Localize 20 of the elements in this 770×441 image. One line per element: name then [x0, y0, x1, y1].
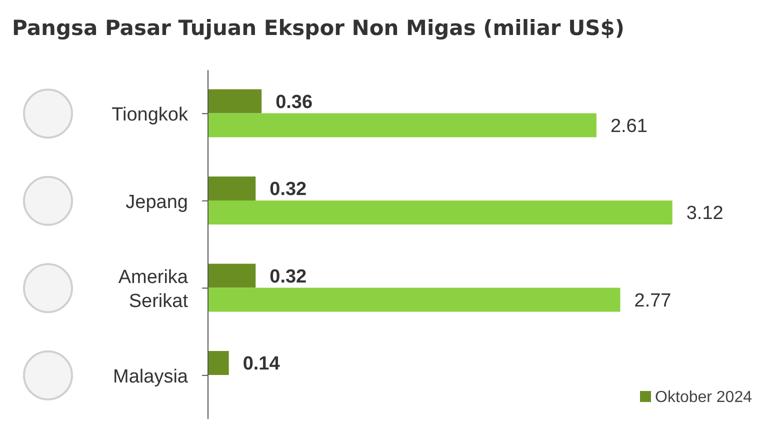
data-label: 0.32 — [270, 266, 307, 288]
data-label: 0.32 — [270, 179, 307, 200]
legend-label: Oktober 2024 — [654, 389, 752, 406]
bar — [208, 89, 262, 114]
data-label: 0.14 — [242, 354, 280, 375]
data-label: 0.36 — [276, 92, 313, 113]
y-tick-label: Amerika Serikat — [118, 267, 189, 312]
data-label: 2.77 — [634, 290, 672, 312]
bar — [208, 350, 229, 375]
chart-title: Pangsa Pasar Tujuan Ekspor Non Migas (miliar US$) — [11, 15, 626, 42]
bar — [208, 113, 596, 138]
bar — [208, 264, 256, 288]
bar — [208, 200, 672, 224]
y-tick-label: Malaysia — [113, 366, 188, 388]
y-tick-label: Tiongkok — [112, 104, 188, 126]
bar — [208, 176, 256, 200]
y-tick-label: Jepang — [126, 192, 188, 213]
data-label: 2.61 — [610, 116, 648, 137]
data-label: 3.12 — [686, 203, 724, 224]
bar — [208, 288, 620, 312]
